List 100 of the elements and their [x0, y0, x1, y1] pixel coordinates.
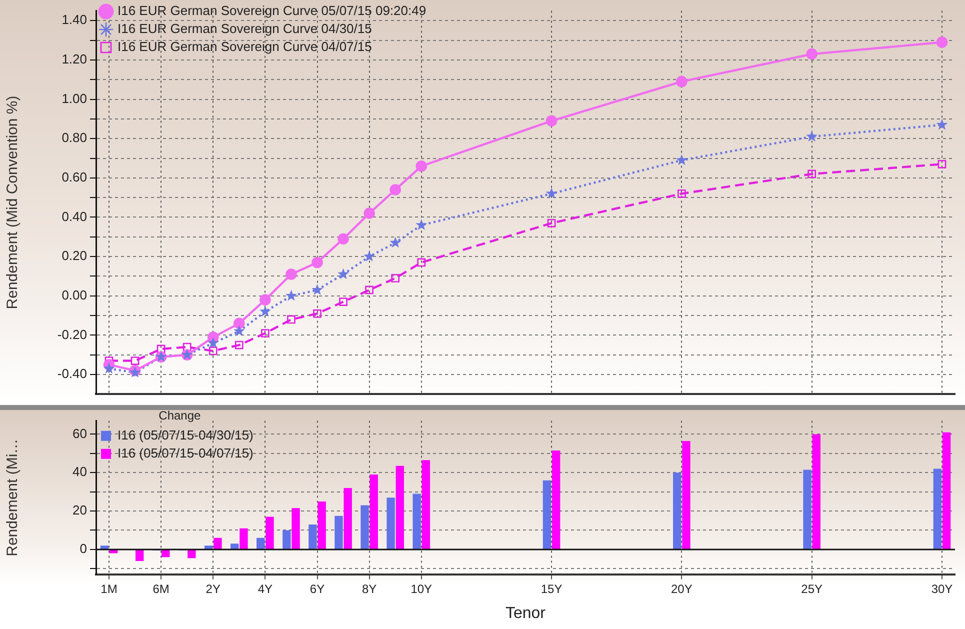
- point: [364, 208, 375, 219]
- point: [938, 160, 946, 168]
- y-tick-label: 40: [72, 464, 87, 480]
- bar: [396, 466, 404, 549]
- point: [546, 188, 558, 199]
- y-tick-label: -0.20: [57, 326, 87, 342]
- point: [390, 236, 402, 248]
- y-tick-label: 0.80: [62, 130, 87, 146]
- x-tick-label: 10Y: [410, 582, 432, 596]
- point: [259, 306, 271, 316]
- bar: [282, 530, 291, 549]
- point: [312, 256, 323, 268]
- point: [208, 346, 218, 356]
- y-tick-label: 0.40: [62, 208, 87, 224]
- y-tick-label: 60: [72, 426, 87, 441]
- point: [390, 184, 401, 196]
- bar: [344, 488, 352, 549]
- bar: [933, 468, 942, 549]
- bar: [214, 538, 222, 549]
- point: [130, 356, 140, 365]
- y-tick-label: 0: [80, 541, 87, 556]
- y-tick-label: -0.40: [57, 366, 87, 382]
- x-tick-label: 2Y: [206, 582, 220, 596]
- point: [677, 189, 686, 198]
- bar: [552, 450, 560, 549]
- point: [338, 268, 349, 280]
- point: [416, 219, 428, 230]
- bar: [422, 460, 430, 549]
- bar: [162, 550, 170, 558]
- bar: [370, 474, 378, 549]
- point: [156, 344, 166, 354]
- x-axis-title: Tenor: [505, 604, 546, 622]
- y-tick-label: 20: [72, 502, 87, 518]
- bar: [412, 494, 421, 549]
- y-tick-label: 1.40: [62, 12, 87, 28]
- point: [261, 329, 270, 338]
- point: [806, 130, 818, 142]
- bar: [673, 472, 682, 549]
- point: [182, 342, 192, 352]
- bar: [803, 470, 812, 549]
- bar: [812, 434, 820, 549]
- x-tick-label: 20Y: [671, 582, 692, 596]
- x-tick-label: 15Y: [540, 582, 562, 596]
- bar: [542, 480, 552, 549]
- bar: [136, 550, 144, 561]
- point: [936, 118, 948, 130]
- point: [234, 340, 244, 350]
- bar: [292, 508, 300, 549]
- point: [546, 115, 558, 127]
- legend-label: I16 EUR German Sovereign Curve 04/07/15: [118, 39, 372, 54]
- bar: [308, 524, 317, 549]
- bar: [230, 544, 239, 549]
- bar: [360, 505, 369, 549]
- legend-title: Change: [158, 408, 202, 422]
- y-tick-label: 1.20: [62, 52, 87, 67]
- bar: [240, 528, 248, 549]
- point: [286, 268, 297, 280]
- y-tick-label: 0.00: [62, 287, 87, 302]
- point: [233, 325, 245, 336]
- point: [364, 250, 376, 262]
- bar: [682, 440, 690, 549]
- y-tick-label: 0.20: [62, 248, 87, 264]
- point: [676, 154, 688, 166]
- y-axis-title: Rendement (Mi…: [4, 438, 22, 556]
- point: [207, 337, 219, 348]
- point: [260, 294, 271, 306]
- legend-label: I16 (05/07/15-04/07/15): [118, 445, 254, 460]
- x-tick-label: 1M: [100, 582, 118, 596]
- point: [286, 290, 297, 301]
- x-tick-label: 30Y: [931, 582, 953, 596]
- x-tick-label: 8Y: [362, 582, 377, 596]
- bar: [266, 516, 274, 549]
- bar: [109, 550, 118, 554]
- x-tick-label: 25Y: [801, 582, 823, 596]
- point: [365, 286, 374, 294]
- bar: [942, 432, 951, 549]
- point: [808, 170, 816, 178]
- point: [313, 309, 322, 318]
- bar: [188, 550, 196, 558]
- point: [416, 160, 428, 172]
- x-tick-label: 6Y: [310, 582, 325, 596]
- y-tick-label: 1.00: [62, 90, 87, 106]
- point: [936, 36, 948, 48]
- point: [391, 274, 400, 282]
- x-tick-label: 6M: [152, 582, 170, 596]
- point: [312, 284, 323, 295]
- bar: [334, 516, 343, 549]
- bar: [386, 498, 395, 549]
- point: [417, 258, 426, 267]
- y-tick-label: 0.60: [62, 170, 87, 184]
- legend-label: I16 EUR German Sovereign Curve 04/30/15: [118, 21, 372, 36]
- x-tick-label: 4Y: [258, 582, 273, 596]
- point: [806, 48, 818, 60]
- bar: [256, 538, 265, 549]
- point: [339, 298, 348, 306]
- bar: [318, 501, 326, 549]
- y-axis-title: Rendement (Mid Convention %): [4, 96, 22, 310]
- legend-label: I16 EUR German Sovereign Curve 05/07/15 09:20:49: [118, 3, 426, 18]
- legend-label: I16 (05/07/15-04/30/15): [118, 427, 254, 442]
- point: [103, 362, 115, 374]
